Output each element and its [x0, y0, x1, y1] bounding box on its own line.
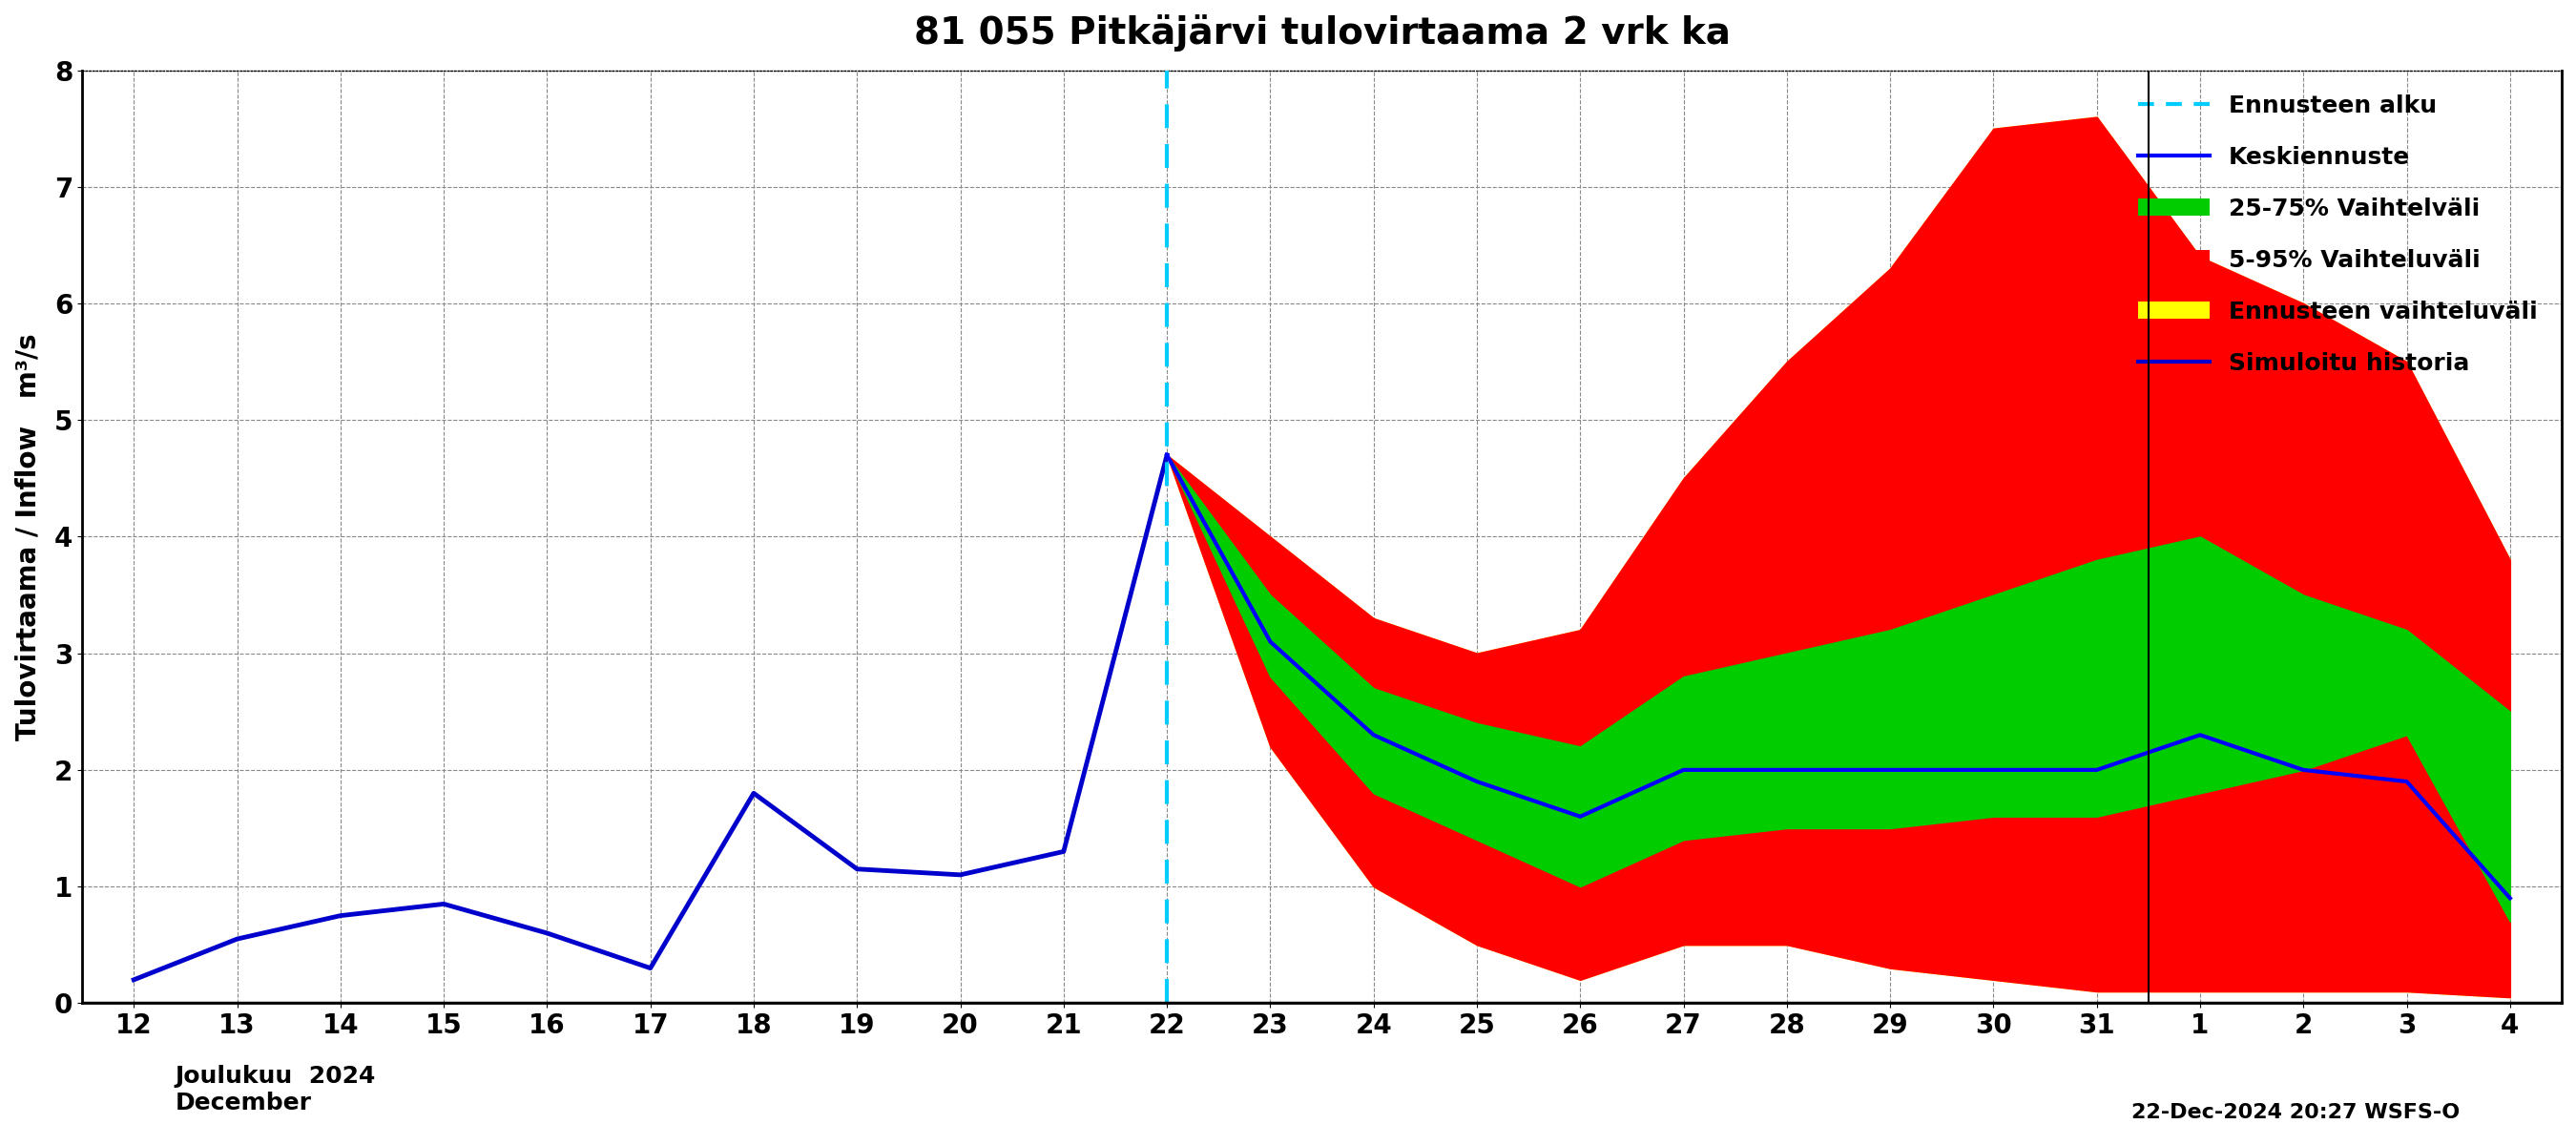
Text: 22-Dec-2024 20:27 WSFS-O: 22-Dec-2024 20:27 WSFS-O: [2133, 1103, 2460, 1122]
Y-axis label: Tulovirtaama / Inflow   m³/s: Tulovirtaama / Inflow m³/s: [15, 333, 41, 740]
Title: 81 055 Pitkäjärvi tulovirtaama 2 vrk ka: 81 055 Pitkäjärvi tulovirtaama 2 vrk ka: [914, 14, 1731, 52]
Legend: Ennusteen alku, Keskiennuste, 25-75% Vaihtelväli, 5-95% Vaihteluväli, Ennusteen : Ennusteen alku, Keskiennuste, 25-75% Vai…: [2125, 82, 2550, 387]
Text: Joulukuu  2024
December: Joulukuu 2024 December: [175, 1065, 376, 1114]
